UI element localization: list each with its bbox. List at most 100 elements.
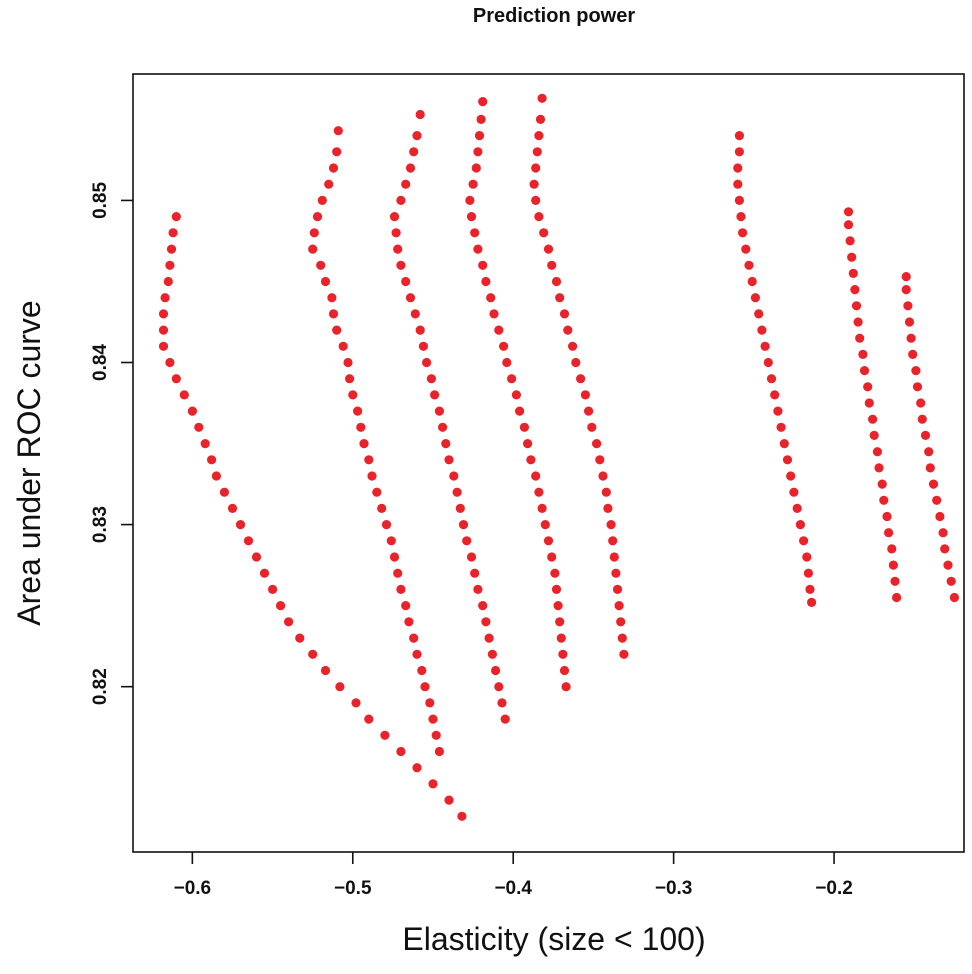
y-tick-label: 0.84 [90,344,111,381]
data-point [158,341,169,351]
data-point [901,272,911,282]
data-point [917,414,927,424]
data-point [415,325,425,335]
data-point [327,293,337,303]
data-point [904,317,915,327]
data-point [920,430,931,440]
data-point [619,649,629,659]
data-point [316,260,326,270]
data-point [559,665,570,676]
data-point [738,228,748,238]
data-point [611,568,621,578]
data-point [786,471,796,481]
data-point [455,503,465,513]
data-point [430,390,440,400]
data-point [500,714,510,724]
data-point [733,163,743,173]
data-point [381,520,392,530]
data-point [409,147,419,157]
data-point [606,520,616,530]
data-point [559,309,570,319]
data-point [807,597,817,608]
data-point [452,487,462,497]
data-point [555,617,565,627]
data-point [949,592,960,603]
x-tick-label: −0.2 [815,878,853,899]
data-point [412,763,422,773]
data-point [799,536,809,546]
data-point [537,503,547,513]
data-point [534,131,544,141]
data-point [200,439,210,449]
x-axis: −0.6 −0.5 −0.4 −0.3 −0.2 [174,852,853,899]
data-point [353,406,363,416]
data-point [158,325,169,335]
data-point [332,147,342,157]
data-point [543,244,554,254]
data-point [409,633,419,643]
data-point [789,487,799,497]
data-point [845,236,855,246]
data-point [187,406,197,416]
data-point [457,811,467,821]
data-point [163,276,173,287]
data-point [276,601,286,611]
data-point [584,406,594,416]
data-point [943,560,953,570]
data-point [736,212,746,222]
data-point [908,349,918,359]
data-point [776,422,786,432]
data-point [502,357,512,368]
data-point [396,584,406,595]
data-point [401,601,411,611]
data-point [901,285,911,295]
data-point [770,390,780,400]
data-point [332,325,342,335]
data-point [449,471,459,481]
data-point [526,455,536,465]
data-point [471,163,481,173]
data-point [434,406,444,416]
data-point [609,552,619,562]
x-tick-label: −0.5 [334,878,372,899]
data-point [747,276,757,287]
data-point [364,455,374,465]
data-point [401,179,411,189]
data-point [890,576,900,586]
data-point [928,479,939,489]
data-point [444,455,454,465]
data-point [166,244,177,254]
data-point [782,455,793,465]
data-point [855,333,865,343]
data-point [489,309,499,319]
data-point [576,374,586,384]
data-point [412,649,422,659]
data-point [892,592,902,603]
data-point [470,568,480,578]
data-point [805,584,815,595]
plot-frame [132,73,965,853]
data-point [160,293,170,303]
data-point [401,276,411,287]
data-point [869,430,879,440]
data-point [911,366,921,376]
data-point [903,301,913,311]
data-point [468,179,478,189]
x-tick-label: −0.4 [494,878,532,899]
data-point [616,617,626,627]
data-point [364,714,374,724]
data-point [412,131,422,141]
data-point [251,552,262,562]
data-point [497,698,507,708]
data-point [592,439,602,449]
data-point [474,131,485,141]
data-point [478,97,488,107]
data-point [389,552,400,562]
data-points [158,93,960,821]
data-point [550,568,560,578]
data-point [912,382,923,392]
y-axis: 0.82 0.83 0.84 0.85 [90,182,133,705]
data-point [568,341,578,351]
data-point [396,260,406,270]
data-point [386,536,396,546]
